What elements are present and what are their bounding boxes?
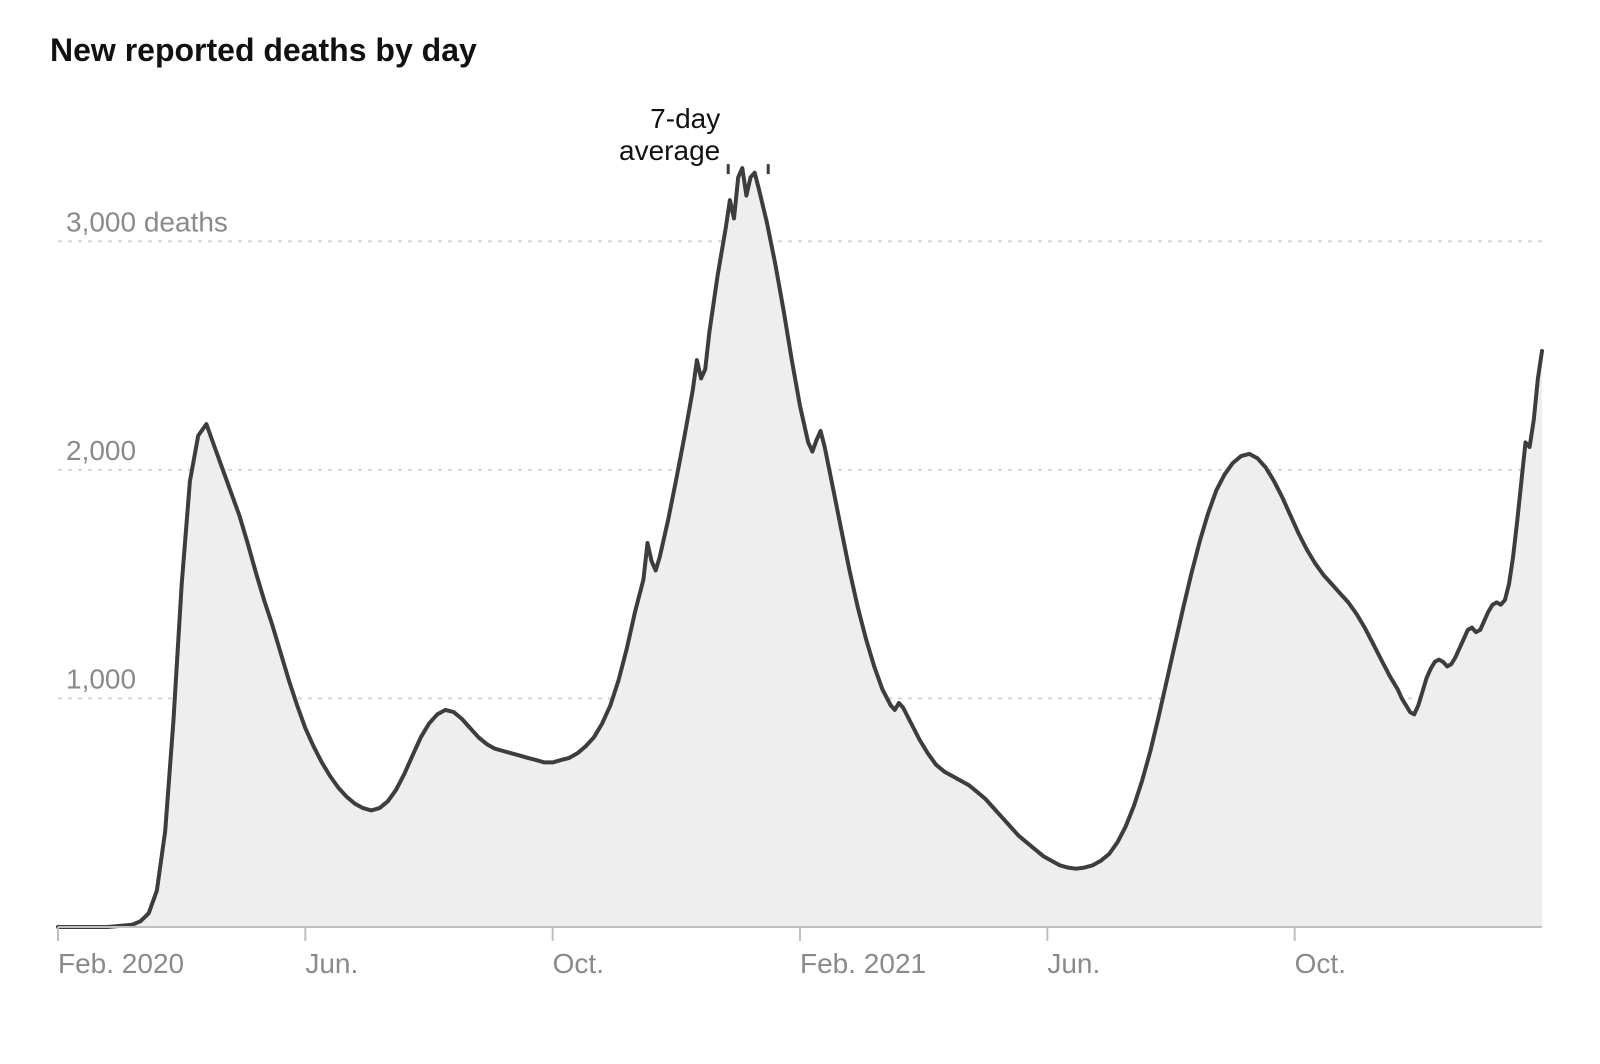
x-axis-label: Oct. — [553, 948, 604, 979]
x-axis-label: Feb. 2021 — [800, 948, 926, 979]
annotation-label-line2: average — [619, 135, 720, 166]
annotation-tick — [728, 164, 768, 174]
chart-svg: 1,000 2,000 3,000 deaths Feb. 2020 Jun. Oct. F… — [48, 77, 1552, 997]
y-axis-label: 1,000 — [66, 663, 136, 694]
x-axis-label: Jun. — [305, 948, 358, 979]
x-axis-label: Jun. — [1047, 948, 1100, 979]
annotation-label-line1: 7-day — [650, 103, 720, 134]
y-axis-label: 2,000 — [66, 435, 136, 466]
x-axis-label: Oct. — [1295, 948, 1346, 979]
deaths-area-chart: 1,000 2,000 3,000 deaths Feb. 2020 Jun. Oct. F… — [48, 77, 1552, 997]
area-fill — [58, 168, 1542, 927]
chart-title: New reported deaths by day — [50, 32, 1552, 69]
y-axis-label: 3,000 deaths — [66, 206, 228, 237]
x-axis-label: Feb. 2020 — [58, 948, 184, 979]
